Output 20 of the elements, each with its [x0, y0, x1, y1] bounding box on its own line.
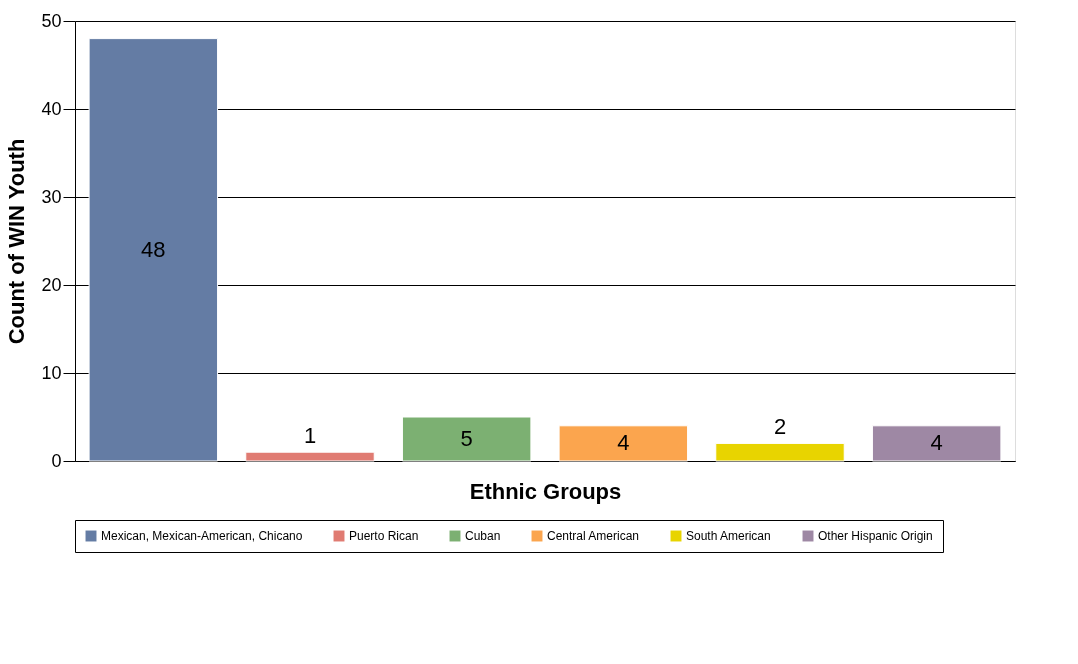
legend-label: Other Hispanic Origin — [818, 529, 933, 543]
y-tick-label: 50 — [41, 10, 62, 31]
y-tick-label: 20 — [41, 274, 62, 295]
legend-label: Puerto Rican — [349, 529, 419, 543]
y-axis-title: Count of WIN Youth — [4, 138, 30, 345]
data-label: 4 — [617, 430, 630, 456]
data-label: 48 — [141, 236, 166, 262]
data-label: 1 — [303, 423, 317, 449]
data-label: 2 — [773, 414, 787, 440]
legend-label: Cuban — [465, 529, 501, 543]
data-label: 4 — [930, 430, 943, 456]
data-label: 5 — [460, 426, 473, 451]
x-axis-title: Ethnic Groups — [469, 478, 622, 504]
y-tick-label: 40 — [41, 98, 62, 119]
legend-label: Central American — [547, 529, 640, 543]
y-tick-label: 0 — [51, 450, 62, 471]
y-tick-label: 30 — [41, 186, 62, 207]
legend-label: Mexican, Mexican-American, Chicano — [101, 529, 303, 543]
y-tick-label: 10 — [41, 362, 62, 383]
legend-label: South American — [686, 529, 771, 543]
